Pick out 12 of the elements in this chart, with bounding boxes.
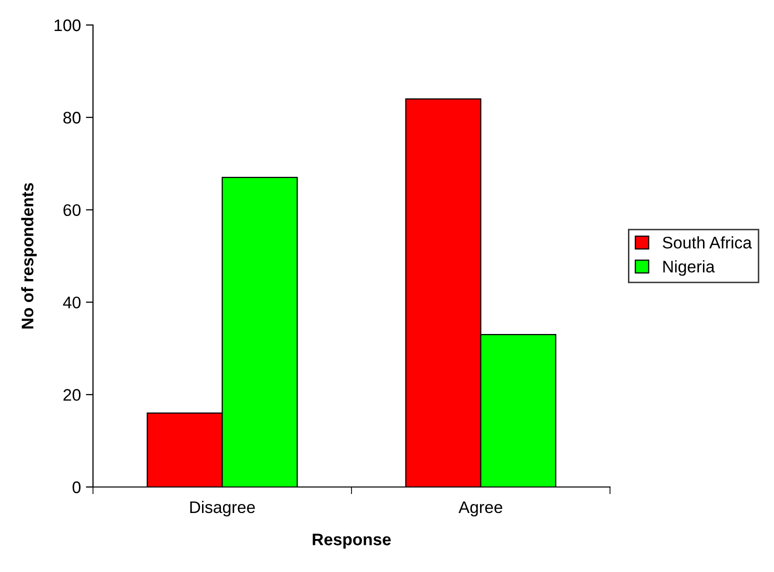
legend-label: Nigeria [663,260,715,276]
y-axis-title: No of respondents [21,183,37,328]
y-tick-label: 80 [63,112,81,124]
y-tick-label: 60 [64,204,81,216]
y-tick-label: 20 [63,389,81,401]
x-tick-label: Agree [458,502,502,516]
y-tick-label: 40 [63,296,81,308]
y-tick-label: 100 [54,19,81,32]
x-tick-label: Disagree [190,500,255,516]
legend-label: South Africa [662,236,752,249]
y-tick-label: 0 [72,481,81,494]
x-axis-title: Response [312,534,391,549]
